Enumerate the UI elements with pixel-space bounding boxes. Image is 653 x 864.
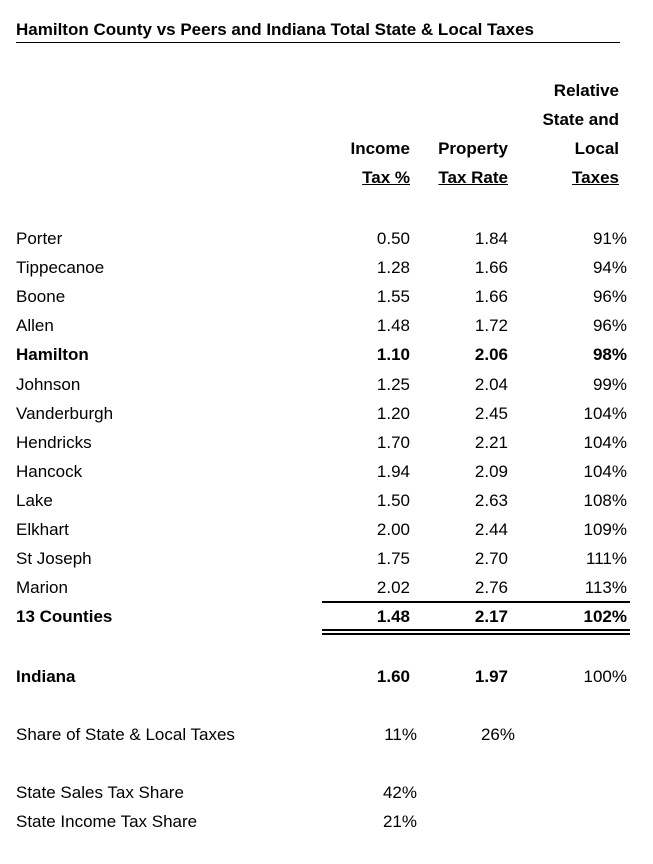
share-label: Share of State & Local Taxes	[16, 725, 235, 744]
share-property: 26%	[480, 725, 515, 744]
relative-taxes-value: 91%	[592, 229, 627, 248]
income-tax-value: 0.50	[376, 229, 410, 248]
income-tax-value: 1.50	[376, 490, 410, 510]
relative-taxes-value: 102%	[583, 607, 627, 627]
county-name: Boone	[16, 287, 66, 307]
county-name: 13 Counties	[16, 607, 113, 627]
county-name: Johnson	[16, 374, 81, 394]
property-tax-value: 1.66	[474, 287, 508, 307]
indiana-label: Indiana	[16, 667, 76, 686]
income-tax-value: 1.28	[376, 258, 410, 278]
sales-share-label: State Sales Tax Share	[16, 783, 184, 802]
relative-taxes-value: 108%	[583, 490, 627, 510]
relative-taxes-value: 96%	[592, 316, 627, 336]
subtotal-rule	[322, 601, 630, 603]
indiana-income: 1.60	[376, 667, 410, 686]
income-tax-value: 2.02	[376, 578, 410, 598]
county-name: Hancock	[16, 461, 83, 481]
income-tax-value: 1.20	[376, 403, 410, 423]
income-tax-value: 1.48	[376, 607, 410, 627]
property-tax-value: 2.09	[474, 461, 508, 481]
double-rule-top	[322, 629, 630, 631]
share-income: 11%	[384, 725, 417, 744]
income-share-value: 21%	[382, 812, 417, 831]
relative-taxes-value: 113%	[584, 578, 627, 598]
relative-taxes-value: 104%	[583, 461, 627, 481]
indiana-relative: 100%	[583, 667, 627, 686]
property-tax-value: 1.84	[474, 229, 508, 248]
property-tax-value: 1.72	[474, 316, 508, 336]
page-title: Hamilton County vs Peers and Indiana Tot…	[16, 20, 534, 39]
income-tax-value: 1.55	[376, 287, 410, 307]
relative-taxes-value: 104%	[583, 403, 627, 423]
sales-share-value: 42%	[382, 783, 417, 802]
property-tax-value: 2.45	[474, 403, 508, 423]
income-tax-value: 1.10	[376, 345, 410, 365]
county-name: St Joseph	[16, 549, 92, 569]
relative-taxes-value: 96%	[592, 287, 627, 307]
county-name: Porter	[16, 229, 63, 248]
county-name: Hamilton	[16, 345, 89, 365]
property-tax-value: 2.06	[474, 345, 508, 365]
income-tax-value: 1.94	[376, 461, 410, 481]
relative-taxes-value: 109%	[583, 520, 627, 539]
property-tax-value: 1.66	[474, 258, 508, 278]
property-header-line2: Tax Rate	[438, 168, 508, 187]
relative-taxes-value: 104%	[583, 432, 627, 452]
relative-header-line2: State and	[542, 110, 619, 129]
double-rule-bottom	[322, 633, 630, 635]
relative-taxes-value: 94%	[592, 258, 627, 278]
county-name: Elkhart	[16, 520, 69, 539]
income-share-label: State Income Tax Share	[16, 812, 198, 831]
relative-taxes-value: 111%	[586, 549, 627, 569]
county-name: Allen	[16, 316, 54, 336]
county-name: Tippecanoe	[16, 258, 105, 278]
county-name: Hendricks	[16, 432, 92, 452]
property-tax-value: 2.44	[474, 520, 508, 539]
property-tax-value: 2.70	[474, 549, 508, 569]
income-tax-value: 1.70	[376, 432, 410, 452]
county-name: Marion	[16, 578, 68, 598]
relative-header-line4: Taxes	[572, 168, 619, 187]
property-tax-value: 2.04	[474, 374, 508, 394]
income-header-line1: Income	[350, 139, 410, 158]
income-tax-value: 1.75	[376, 549, 410, 569]
relative-header-line1: Relative	[553, 81, 619, 100]
relative-taxes-value: 98%	[592, 345, 627, 365]
income-tax-value: 1.25	[376, 374, 410, 394]
property-tax-value: 2.21	[474, 432, 508, 452]
income-header-line2: Tax %	[362, 168, 410, 187]
title-underline	[16, 42, 620, 43]
relative-header-line3: Local	[574, 139, 619, 158]
relative-taxes-value: 99%	[592, 374, 627, 394]
property-tax-value: 2.17	[474, 607, 508, 627]
income-tax-value: 1.48	[376, 316, 410, 336]
property-tax-value: 2.63	[474, 490, 508, 510]
income-tax-value: 2.00	[376, 520, 410, 539]
property-header-line1: Property	[438, 139, 508, 158]
county-name: Lake	[16, 490, 53, 510]
county-name: Vanderburgh	[16, 403, 114, 423]
property-tax-value: 2.76	[474, 578, 508, 598]
indiana-property: 1.97	[474, 667, 508, 686]
